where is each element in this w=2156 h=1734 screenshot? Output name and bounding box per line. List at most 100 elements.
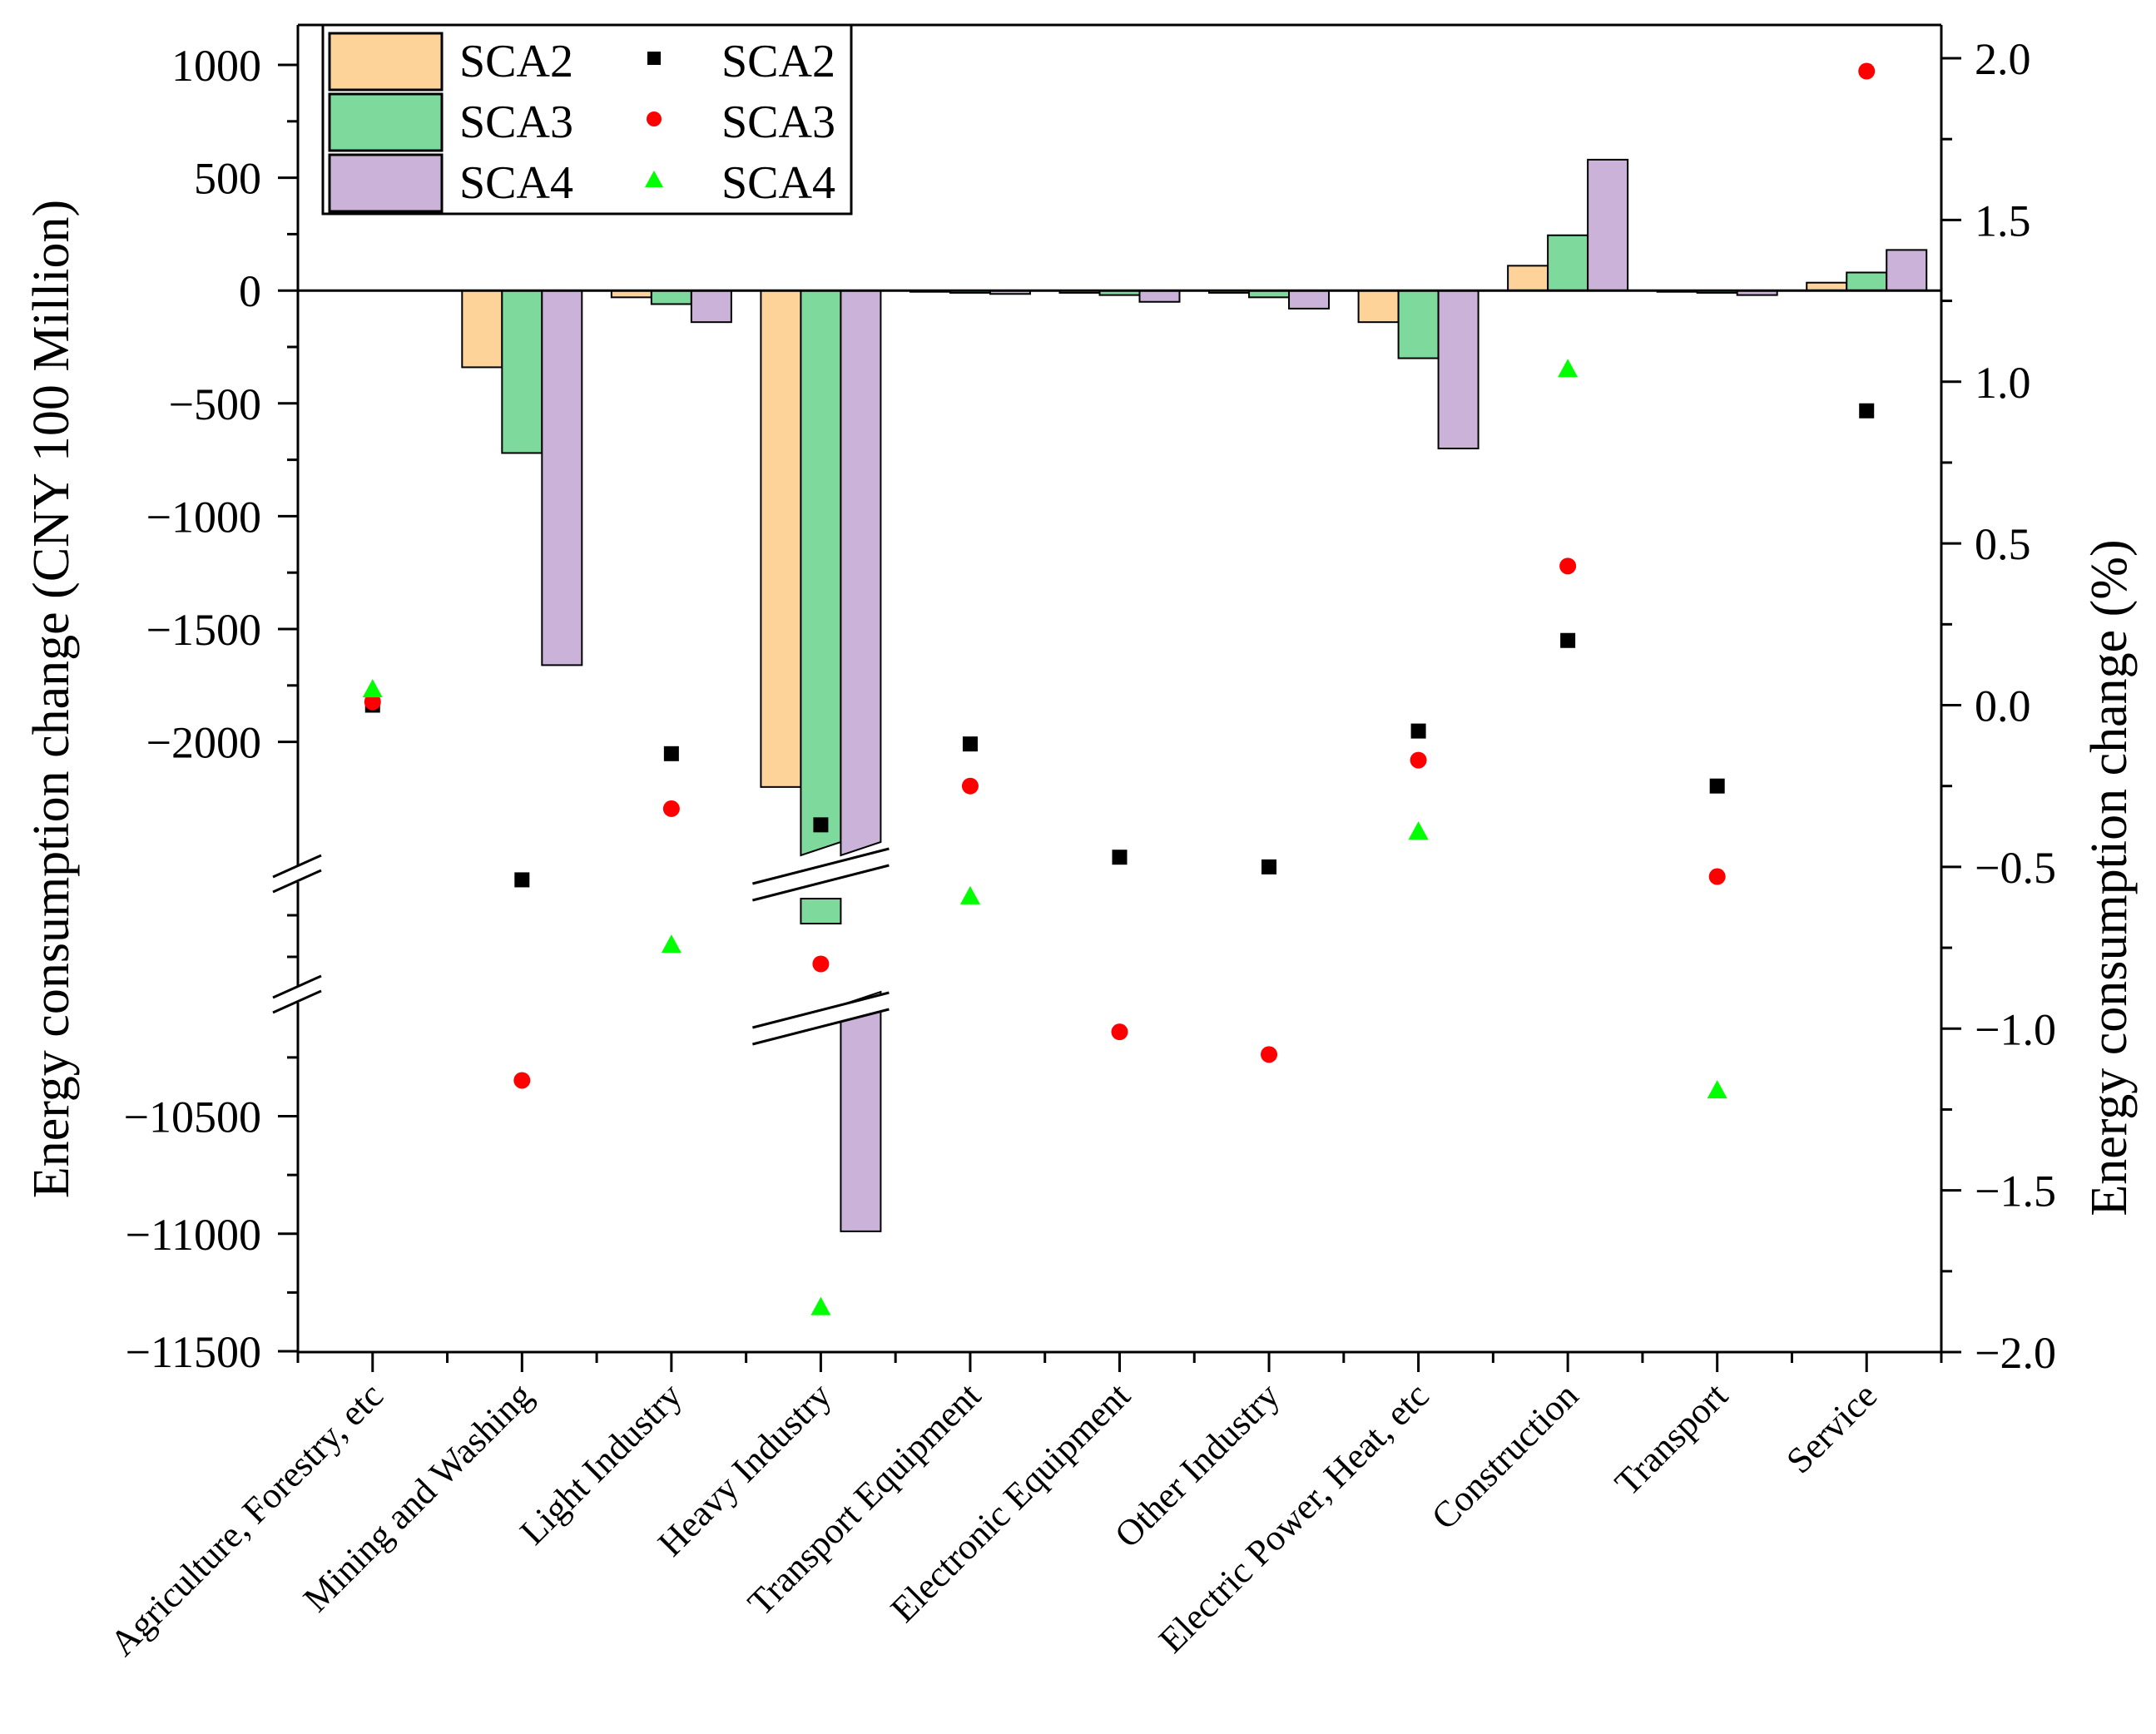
left-tick-label: −1000 bbox=[146, 492, 261, 542]
point-sca2-light-industry bbox=[663, 746, 679, 761]
bar-sca3-service bbox=[1846, 271, 1888, 292]
point-sca3-electronic-equipment bbox=[1111, 1023, 1128, 1041]
legend-label-scatter-sca3: SCA3 bbox=[721, 97, 835, 148]
x-tick-label-service: Service bbox=[1778, 1375, 1885, 1481]
point-sca3-electric-power-heat-etc bbox=[1410, 751, 1427, 769]
point-sca3-mining-and-washing bbox=[513, 1072, 531, 1089]
point-sca2-other-industry bbox=[1261, 859, 1277, 874]
point-sca2-transport-equipment bbox=[962, 736, 978, 752]
point-sca4-agriculture-forestry-etc bbox=[362, 679, 383, 698]
bar-sca4-electric-power-heat-etc bbox=[1437, 290, 1479, 450]
left-tick-label: −11000 bbox=[126, 1210, 261, 1260]
bar-sca3-heavy-industry-upper bbox=[800, 290, 842, 857]
point-sca3-service bbox=[1858, 62, 1876, 80]
bar-break-band-upper bbox=[754, 850, 888, 900]
bar-break-line bbox=[752, 847, 890, 885]
point-sca2-heavy-industry bbox=[813, 817, 829, 833]
legend-label-scatter-sca4: SCA4 bbox=[721, 157, 835, 209]
left-tick-label: −11500 bbox=[126, 1327, 261, 1377]
point-sca3-construction bbox=[1559, 557, 1577, 575]
right-tick-label: −1.5 bbox=[1975, 1167, 2056, 1216]
bar-sca4-light-industry bbox=[690, 290, 732, 324]
point-sca2-electric-power-heat-etc bbox=[1410, 723, 1426, 739]
x-tick-label-electric-power-heat-etc: Electric Power, Heat, etc bbox=[1151, 1375, 1437, 1661]
bar-sca4-heavy-industry bbox=[840, 290, 882, 1232]
bar-sca3-heavy-industry bbox=[800, 290, 842, 924]
legend-label-bar-sca3: SCA3 bbox=[459, 97, 573, 148]
axis-break-mark bbox=[272, 974, 322, 999]
point-sca3-heavy-industry bbox=[812, 955, 830, 973]
bar-sca4-electronic-equipment bbox=[1138, 290, 1181, 303]
left-axis-title: Energy consumption change (CNY 100 Milli… bbox=[23, 200, 80, 1198]
bar-sca3-light-industry bbox=[650, 290, 692, 305]
legend-marker-sca3 bbox=[647, 111, 662, 126]
legend-swatch-bar-sca3 bbox=[328, 92, 444, 152]
bar-sca4-service bbox=[1886, 249, 1928, 292]
bar-sca3-construction bbox=[1547, 234, 1589, 292]
point-sca4-light-industry bbox=[661, 934, 681, 954]
point-sca3-transport-equipment bbox=[961, 777, 979, 795]
right-axis-title: Energy consumption change (%) bbox=[2081, 539, 2138, 1216]
legend: SCA2 SCA3 SCA4 SCA2 SCA3 SCA4 bbox=[321, 23, 853, 216]
right-tick-label: 1.0 bbox=[1975, 358, 2031, 408]
bar-sca2-mining-and-washing bbox=[461, 290, 503, 369]
bar-sca3-heavy-industry-lower bbox=[800, 898, 842, 924]
scatter-layer bbox=[362, 62, 1876, 1315]
point-sca4-transport-equipment bbox=[959, 885, 980, 904]
left-tick-label: −1500 bbox=[146, 605, 261, 655]
right-tick-label: 1.5 bbox=[1975, 196, 2031, 245]
legend-label-scatter-sca2: SCA2 bbox=[721, 36, 835, 87]
point-sca2-construction bbox=[1560, 632, 1576, 648]
legend-marker-sca2 bbox=[647, 52, 661, 65]
point-sca4-electric-power-heat-etc bbox=[1408, 821, 1429, 840]
point-sca4-heavy-industry bbox=[810, 1296, 831, 1315]
left-tick-label: −10500 bbox=[124, 1092, 261, 1142]
point-sca3-agriculture-forestry-etc bbox=[364, 693, 381, 711]
point-sca3-light-industry bbox=[662, 800, 680, 817]
bar-sca4-mining-and-washing bbox=[541, 290, 583, 666]
legend-label-bar-sca2: SCA2 bbox=[459, 36, 573, 87]
right-tick-label: −0.5 bbox=[1975, 843, 2056, 893]
bar-sca4-heavy-industry-upper bbox=[840, 290, 882, 857]
axis-break-mark bbox=[272, 869, 322, 894]
left-tick-label: 500 bbox=[194, 154, 261, 204]
legend-label-bar-sca4: SCA4 bbox=[459, 157, 573, 209]
left-tick-label: 0 bbox=[239, 266, 261, 316]
point-sca2-service bbox=[1859, 403, 1875, 419]
point-sca4-transport bbox=[1707, 1080, 1727, 1099]
right-tick-label: −2.0 bbox=[1975, 1328, 2056, 1378]
legend-marker-sca4 bbox=[645, 171, 663, 187]
bar-sca4-construction bbox=[1587, 158, 1629, 292]
right-tick-label: 0.0 bbox=[1975, 681, 2031, 731]
point-sca3-other-industry bbox=[1261, 1046, 1278, 1063]
bar-sca3-mining-and-washing bbox=[501, 290, 543, 454]
axis-break-mark bbox=[272, 989, 322, 1014]
point-sca4-construction bbox=[1558, 359, 1579, 378]
bar-sca3-electric-power-heat-etc bbox=[1397, 290, 1440, 359]
legend-swatch-bar-sca2 bbox=[328, 32, 444, 92]
bar-sca2-electric-power-heat-etc bbox=[1357, 290, 1400, 324]
right-tick-label: −1.0 bbox=[1975, 1004, 2056, 1054]
x-tick-label-construction: Construction bbox=[1424, 1375, 1586, 1537]
bar-break-line bbox=[752, 1008, 890, 1046]
left-tick-label: −500 bbox=[169, 379, 261, 429]
point-sca2-electronic-equipment bbox=[1112, 850, 1128, 865]
bar-break-line bbox=[752, 864, 890, 902]
bar-sca4-heavy-industry-lower bbox=[840, 990, 882, 1232]
bar-break-line bbox=[752, 991, 890, 1029]
x-tick-label-agriculture-forestry-etc: Agriculture, Forestry, etc bbox=[102, 1375, 391, 1663]
bar-sca2-heavy-industry bbox=[760, 290, 802, 788]
x-tick-label-transport: Transport bbox=[1607, 1375, 1736, 1504]
point-sca2-transport bbox=[1709, 778, 1725, 794]
right-tick-label: 0.5 bbox=[1975, 519, 2031, 569]
right-tick-label: 2.0 bbox=[1975, 34, 2031, 84]
point-sca2-mining-and-washing bbox=[514, 872, 530, 888]
axes-layer: 1000 500 0 −500 −1000 −1500 −2000 −10500 −11000 −… bbox=[102, 23, 2056, 1664]
legend-swatch-bar-sca4 bbox=[328, 153, 444, 213]
bar-sca4-other-industry bbox=[1288, 290, 1331, 310]
axis-break-mark bbox=[272, 854, 322, 879]
bars-layer bbox=[461, 158, 1928, 1232]
point-sca3-transport bbox=[1708, 868, 1726, 885]
left-tick-label: 1000 bbox=[171, 41, 261, 91]
